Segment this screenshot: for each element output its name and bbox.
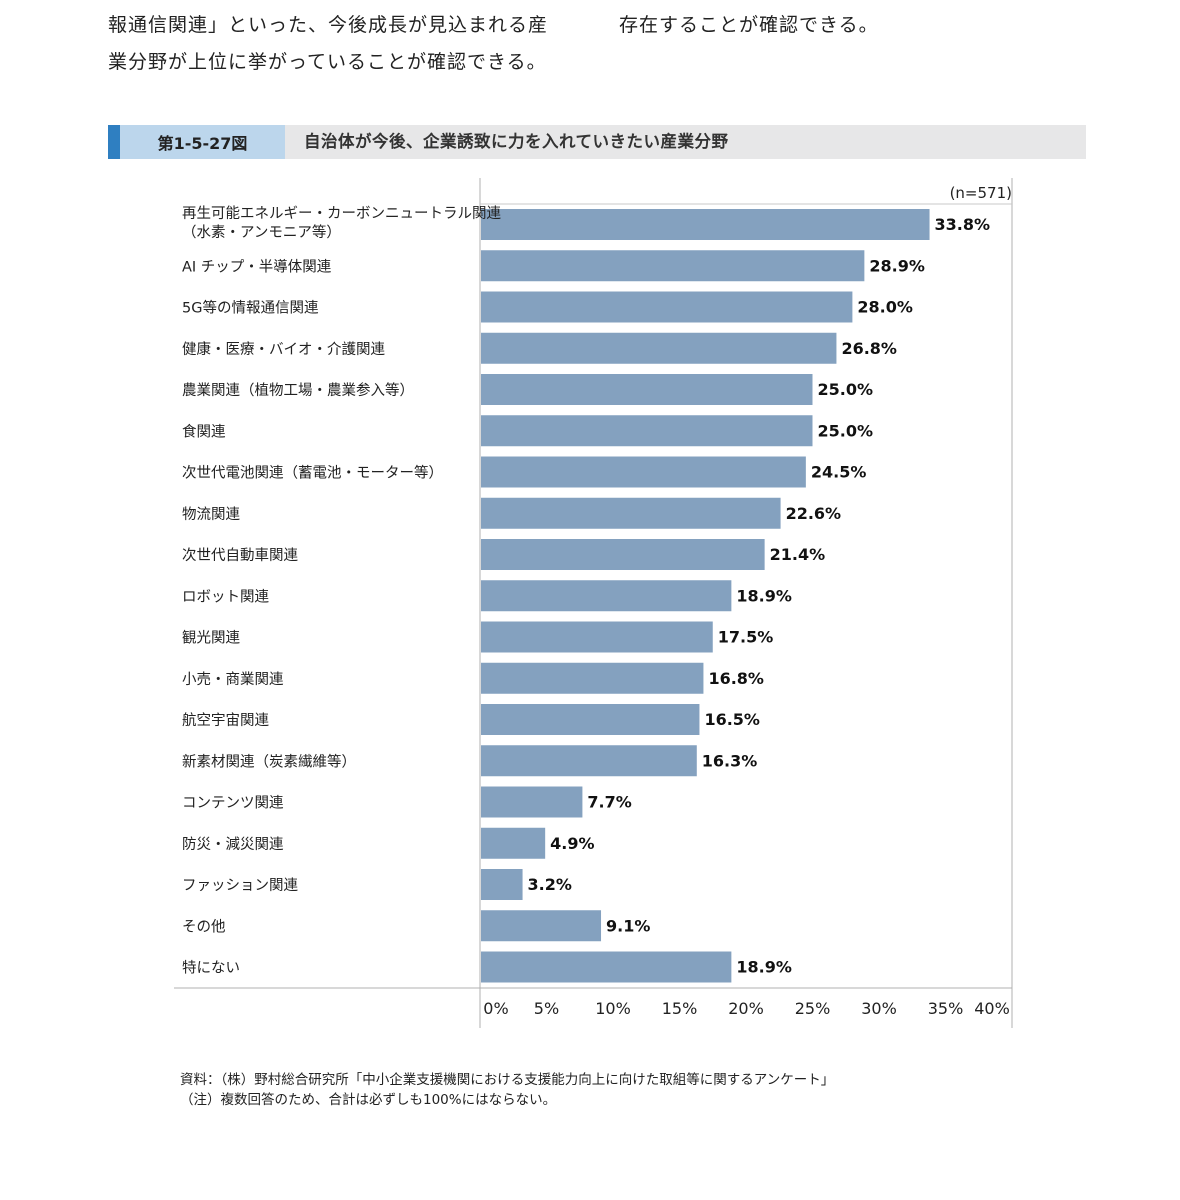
category-label: コンテンツ関連 <box>182 795 284 812</box>
bar-value-label: 3.2% <box>528 875 572 894</box>
bar <box>481 786 583 818</box>
category-label: 新素材関連（炭素繊維等） <box>182 752 356 770</box>
bar-value-label: 18.9% <box>736 586 792 605</box>
bar-value-label: 33.8% <box>935 215 991 234</box>
bar <box>481 250 865 282</box>
bar <box>481 539 765 570</box>
category-label: 特にない <box>182 960 240 977</box>
category-label: （水素・アンモニア等） <box>182 223 341 241</box>
category-label: 次世代自動車関連 <box>182 547 298 564</box>
intro-text-line-3: 存在することが確認できる。 <box>619 14 879 36</box>
bar <box>481 621 713 653</box>
x-tick-label: 15% <box>662 999 698 1018</box>
category-label: 航空宇宙関連 <box>182 712 269 729</box>
bar-value-label: 17.5% <box>718 628 774 647</box>
bar <box>481 745 697 777</box>
bar-value-label: 4.9% <box>550 834 594 853</box>
x-tick-label: 5% <box>534 999 559 1018</box>
category-label: ロボット関連 <box>182 588 269 605</box>
category-label: 小売・商業関連 <box>182 671 284 688</box>
bar-value-label: 18.9% <box>736 958 792 977</box>
bar <box>481 951 732 983</box>
bar-value-label: 28.9% <box>869 256 925 275</box>
bar-value-label: 21.4% <box>770 545 826 564</box>
category-label: 食関連 <box>182 423 226 440</box>
x-tick-label: 10% <box>595 999 631 1018</box>
category-label: 5G等の情報通信関連 <box>182 299 319 317</box>
category-label: 健康・医療・バイオ・介護関連 <box>182 341 385 358</box>
intro-text-line-1: 報通信関連」といった、今後成長が見込まれる産 <box>108 14 549 36</box>
footnote: （注）複数回答のため、合計は必ずしも100%にはならない。 <box>180 1092 557 1108</box>
source-note: 資料：（株）野村総合研究所「中小企業支援機関における支援能力向上に向けた取組等に… <box>180 1072 835 1088</box>
bar <box>481 869 523 900</box>
figure-accent-bar <box>108 125 120 159</box>
bar-value-label: 24.5% <box>811 463 867 482</box>
category-label: AI チップ・半導体関連 <box>182 258 332 275</box>
bar-value-label: 16.8% <box>708 669 764 688</box>
x-tick-label: 20% <box>728 999 764 1018</box>
x-tick-label: 30% <box>861 999 897 1018</box>
category-label: 農業関連（植物工場・農業参入等） <box>182 381 414 399</box>
x-tick-label: 0% <box>483 999 508 1018</box>
bar <box>481 456 806 488</box>
bar <box>481 580 732 612</box>
bar-value-label: 16.5% <box>704 710 760 729</box>
category-label: 物流関連 <box>182 506 240 523</box>
category-label: 再生可能エネルギー・カーボンニュートラル関連 <box>182 205 501 222</box>
x-tick-label: 40% <box>974 999 1010 1018</box>
bar-chart: (n=571) 33.8% 再生可能エネルギー・カーボンニュートラル関連（水素・アン… <box>174 178 1013 1028</box>
x-tick-label: 35% <box>928 999 964 1018</box>
bar <box>481 704 700 735</box>
intro-text-line-2: 業分野が上位に挙がっていることが確認できる。 <box>108 51 547 73</box>
x-tick-label: 25% <box>795 999 831 1018</box>
bar <box>481 827 546 859</box>
bar-value-label: 25.0% <box>818 380 874 399</box>
category-label: 防災・減災関連 <box>182 836 284 853</box>
figure-number: 第1-5-27図 <box>120 125 285 159</box>
category-label: ファッション関連 <box>182 877 298 894</box>
bar <box>481 497 781 529</box>
bar <box>481 291 853 323</box>
sample-size-label: (n=571) <box>950 184 1012 202</box>
bar-value-label: 7.7% <box>587 793 631 812</box>
bar-value-label: 16.3% <box>702 751 758 770</box>
bar-value-label: 22.6% <box>786 504 842 523</box>
bar <box>481 209 930 240</box>
bar <box>481 415 813 447</box>
category-label: その他 <box>182 918 226 935</box>
bar <box>481 332 837 364</box>
bar-value-label: 25.0% <box>818 421 874 440</box>
category-label: 観光関連 <box>182 630 240 647</box>
bar-value-label: 9.1% <box>606 916 650 935</box>
figure-header: 第1-5-27図 自治体が今後、企業誘致に力を入れていきたい産業分野 <box>108 125 1086 159</box>
bar <box>481 910 602 942</box>
bar <box>481 374 813 405</box>
bar-value-label: 28.0% <box>857 298 913 317</box>
bar <box>481 662 704 694</box>
bar-value-label: 26.8% <box>841 339 897 358</box>
category-label: 次世代電池関連（蓄電池・モーター等） <box>182 464 443 482</box>
figure-title: 自治体が今後、企業誘致に力を入れていきたい産業分野 <box>304 132 729 151</box>
